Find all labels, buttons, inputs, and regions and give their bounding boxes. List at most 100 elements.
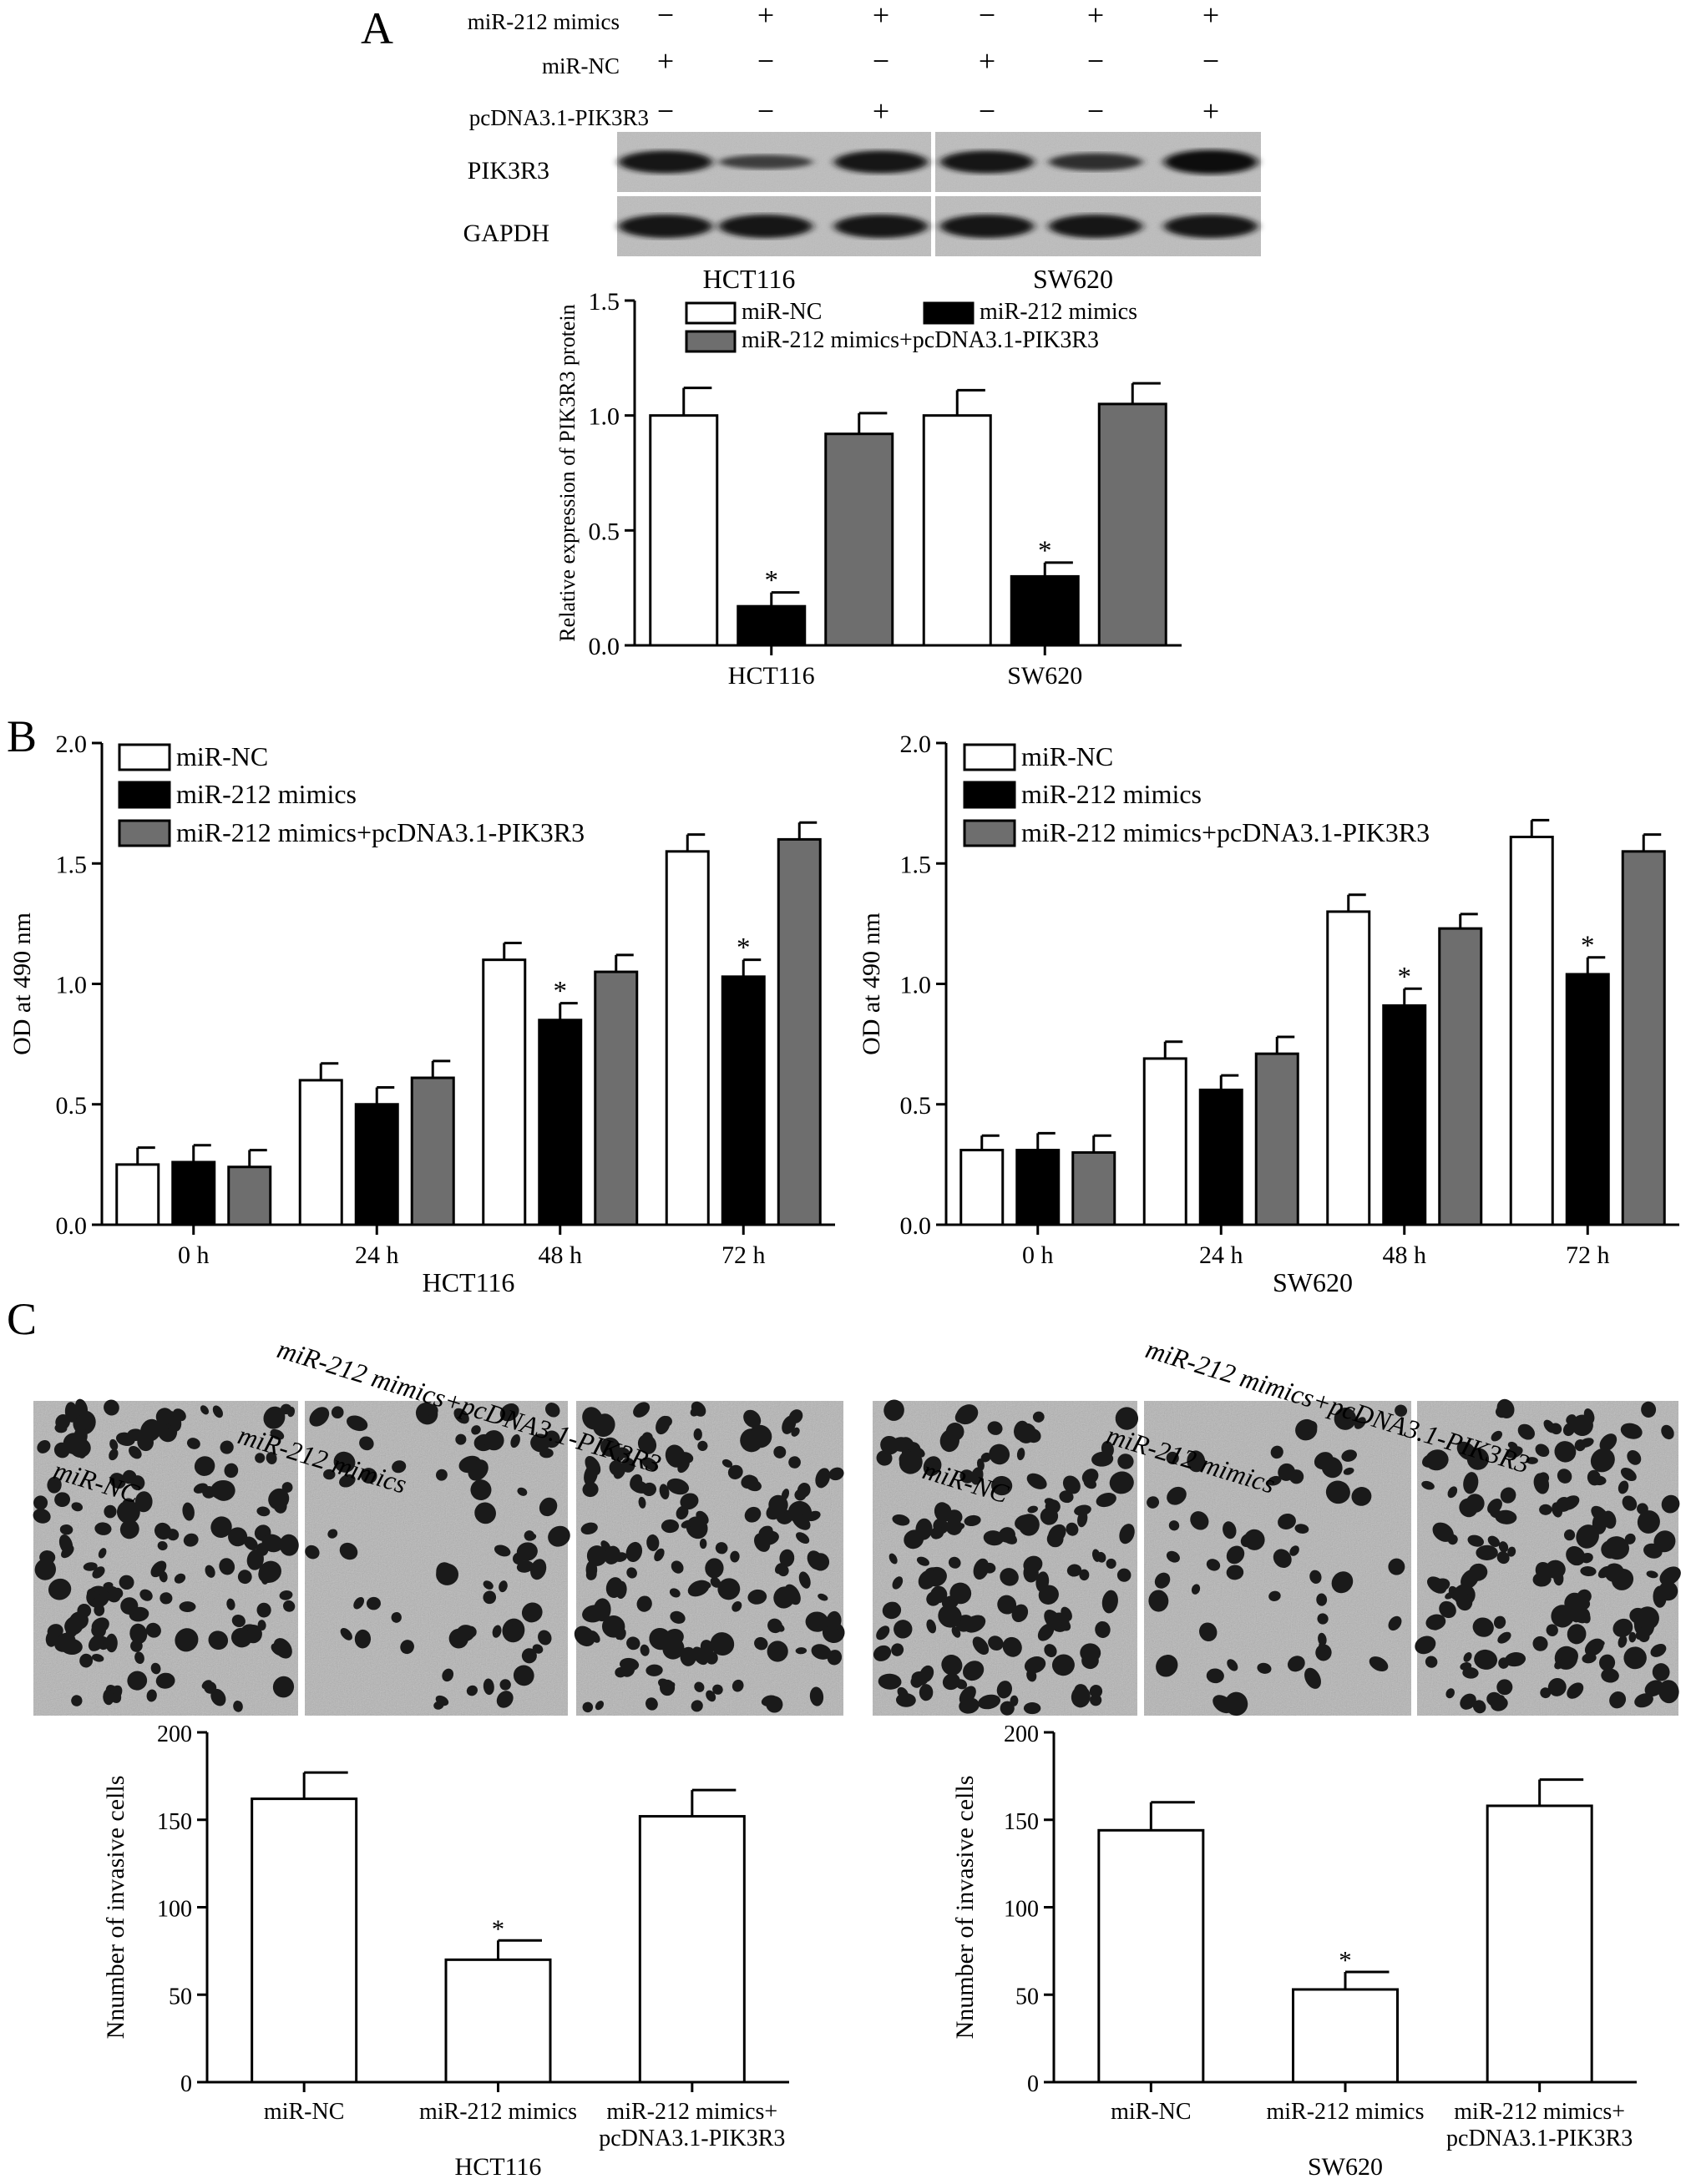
significance-star: * — [1398, 962, 1412, 992]
invading-cell — [91, 1617, 109, 1634]
bar — [777, 837, 822, 1226]
invading-cell — [876, 1625, 890, 1641]
invading-cell — [732, 1601, 742, 1612]
invading-cell — [1156, 1655, 1178, 1677]
invading-cell — [892, 1576, 904, 1590]
bar — [1097, 1828, 1205, 2084]
invading-cell — [795, 1647, 807, 1655]
invading-cell — [996, 1681, 1012, 1699]
invading-cell — [941, 1655, 963, 1676]
invading-cell — [1577, 1598, 1591, 1610]
invading-cell — [1287, 1656, 1305, 1672]
invading-cell — [1037, 1623, 1055, 1641]
invading-cell — [1305, 1420, 1318, 1433]
invading-cell — [99, 1590, 110, 1600]
invading-cell — [92, 1566, 105, 1579]
y-tick-label: 2.0 — [900, 731, 932, 758]
invading-cell — [1117, 1453, 1134, 1469]
y-tick-label: 150 — [1004, 1809, 1039, 1835]
invading-cell — [183, 1533, 199, 1547]
bar — [649, 414, 719, 647]
wb-sign: − — [1087, 44, 1104, 78]
invading-cell — [71, 1502, 84, 1512]
bar — [482, 958, 527, 1226]
invading-cell — [1074, 1504, 1091, 1516]
bar — [410, 1076, 455, 1226]
invading-cell — [1243, 1529, 1265, 1550]
invading-cell — [1537, 1472, 1550, 1484]
invading-cell — [71, 1695, 83, 1706]
invading-cell — [1556, 1497, 1572, 1512]
invading-cell — [1582, 1653, 1597, 1664]
invading-cell — [964, 1615, 986, 1633]
invading-cell — [1659, 1566, 1681, 1585]
invading-cell — [1066, 1522, 1079, 1536]
invading-cell — [77, 1603, 92, 1618]
invading-cell — [470, 1479, 492, 1501]
invading-cell — [989, 1443, 1010, 1465]
wb-band-label-pik3r3: PIK3R3 — [468, 157, 549, 185]
wb-sign: − — [657, 0, 674, 32]
invading-cell — [1646, 1570, 1658, 1579]
invading-cell — [1341, 1449, 1357, 1462]
bar — [1142, 1057, 1187, 1226]
invading-cell — [773, 1445, 787, 1459]
invading-cell — [145, 1622, 161, 1638]
invading-cell — [1622, 1495, 1638, 1511]
invading-cell — [754, 1636, 768, 1651]
invading-cell — [586, 1545, 607, 1566]
invading-cell — [1168, 1520, 1180, 1531]
legend-swatch — [118, 819, 171, 847]
c-hct116-x-axis-title: HCT116 — [455, 2153, 542, 2181]
invading-cell — [186, 1438, 200, 1449]
invading-cell — [727, 1464, 743, 1479]
y-tick-label: 200 — [157, 1721, 192, 1747]
invading-cell — [1325, 1480, 1350, 1504]
invading-cell — [64, 1402, 78, 1423]
invading-cell — [1597, 1565, 1612, 1579]
invading-cell — [1627, 1450, 1642, 1465]
invading-cell — [972, 1636, 990, 1656]
chart-a-pik3r3-expression: 0.0 0.5 1.0 1.5 Relative expression of PIK3R… — [555, 288, 1182, 690]
blot-band — [719, 215, 813, 238]
invading-cell — [691, 1700, 703, 1712]
invading-cell — [721, 1459, 733, 1468]
invading-cell — [767, 1618, 782, 1634]
bar — [227, 1165, 272, 1226]
invading-cell — [712, 1684, 723, 1695]
invading-cell — [807, 1550, 824, 1570]
invading-cell — [654, 1548, 665, 1562]
invading-cell — [1278, 1514, 1296, 1530]
invading-cell — [98, 1548, 107, 1559]
invading-cell — [1447, 1534, 1458, 1545]
significance-star: * — [765, 566, 779, 596]
invading-cell — [710, 1577, 721, 1588]
invading-cell — [48, 1578, 72, 1600]
invading-cell — [582, 1605, 605, 1623]
invading-cell — [54, 1492, 71, 1508]
invading-cell — [270, 1428, 285, 1440]
invading-cell — [263, 1406, 286, 1429]
invading-cell — [609, 1460, 624, 1476]
invading-cell — [1071, 1686, 1091, 1708]
b-sw620-x-axis-title: SW620 — [1273, 1267, 1353, 1297]
x-tick-label: pcDNA3.1-PIK3R3 — [599, 2126, 785, 2151]
invading-cell — [1546, 1624, 1558, 1636]
invading-cell — [1461, 1569, 1480, 1590]
invading-cell — [159, 1592, 173, 1605]
invading-cell — [210, 1688, 226, 1706]
invading-cell — [1016, 1448, 1025, 1461]
invading-cell — [767, 1641, 788, 1662]
invading-cell — [155, 1672, 175, 1689]
bar — [1565, 973, 1610, 1226]
invading-cell — [665, 1444, 686, 1468]
invading-cell — [1580, 1566, 1597, 1577]
wb-row-label-nc: miR-NC — [542, 53, 620, 78]
legend-label: miR-NC — [176, 741, 268, 771]
invading-cell — [1472, 1617, 1494, 1637]
invading-cell — [1319, 1641, 1326, 1653]
x-tick-label: 24 h — [355, 1241, 399, 1269]
y-tick-label: 0.0 — [56, 1212, 88, 1240]
legend-label: miR-212 mimics — [1021, 779, 1202, 809]
